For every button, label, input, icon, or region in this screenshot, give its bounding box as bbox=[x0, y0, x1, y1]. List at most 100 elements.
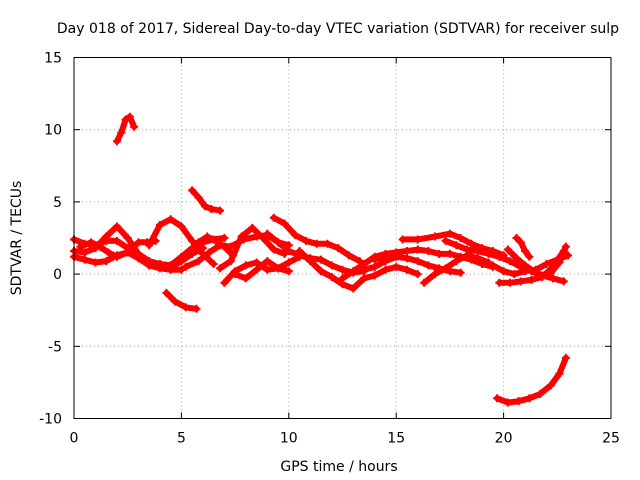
data-point bbox=[503, 245, 512, 254]
data-point bbox=[248, 223, 257, 232]
data-point bbox=[445, 229, 454, 238]
data-point bbox=[392, 262, 401, 271]
data-point bbox=[284, 246, 293, 255]
data-point bbox=[134, 254, 143, 263]
data-point bbox=[274, 264, 283, 273]
data-point bbox=[112, 236, 121, 245]
data-point bbox=[216, 241, 225, 250]
data-point bbox=[112, 137, 121, 146]
data-point bbox=[398, 235, 407, 244]
y-tick-label: -5 bbox=[48, 339, 62, 355]
series-line bbox=[189, 187, 224, 214]
data-point bbox=[170, 297, 179, 306]
grid bbox=[74, 57, 611, 419]
data-point bbox=[516, 277, 525, 286]
chart-title: Day 018 of 2017, Sidereal Day-to-day VTE… bbox=[57, 21, 619, 37]
y-tick-label: 10 bbox=[44, 123, 62, 139]
data-point bbox=[130, 122, 139, 131]
data-point bbox=[323, 239, 332, 248]
y-tick-label: -10 bbox=[39, 412, 62, 428]
data-point bbox=[155, 221, 164, 230]
axis-ticks bbox=[73, 57, 612, 419]
data-point bbox=[512, 234, 521, 242]
data-point bbox=[102, 257, 111, 266]
data-point bbox=[338, 265, 347, 274]
data-point bbox=[334, 244, 343, 253]
data-point bbox=[269, 213, 278, 222]
data-point bbox=[506, 257, 515, 266]
data-point bbox=[295, 246, 304, 255]
data-point bbox=[76, 242, 85, 251]
data-point bbox=[430, 270, 439, 279]
data-point bbox=[194, 257, 203, 266]
data-point bbox=[194, 193, 203, 202]
data-point bbox=[488, 261, 497, 270]
data-point bbox=[424, 261, 433, 270]
data-point bbox=[102, 232, 111, 241]
data-point bbox=[203, 232, 212, 241]
data-point bbox=[155, 262, 164, 271]
series-line bbox=[504, 243, 569, 279]
data-point bbox=[370, 262, 379, 271]
data-point bbox=[220, 278, 229, 287]
data-point bbox=[220, 234, 229, 242]
data-point bbox=[555, 369, 564, 378]
data-point bbox=[327, 272, 336, 281]
data-point bbox=[473, 246, 482, 255]
data-point bbox=[237, 232, 246, 241]
data-point bbox=[104, 248, 113, 257]
x-tick-label: 15 bbox=[387, 431, 405, 447]
y-tick-label: 0 bbox=[53, 267, 62, 283]
data-point bbox=[80, 255, 89, 264]
series-arc-5 bbox=[112, 112, 139, 146]
data-point bbox=[327, 261, 336, 270]
data-point bbox=[413, 245, 422, 254]
data-point bbox=[441, 264, 450, 273]
data-point bbox=[349, 284, 358, 293]
data-point bbox=[525, 394, 534, 403]
data-point bbox=[145, 241, 154, 250]
data-point bbox=[188, 186, 197, 195]
data-point bbox=[173, 259, 182, 268]
y-tick-label: 15 bbox=[44, 51, 62, 67]
data-point bbox=[516, 238, 525, 247]
series-arc-26 bbox=[512, 234, 534, 261]
data-point bbox=[134, 238, 143, 247]
series-arc-16 bbox=[295, 246, 422, 293]
data-point bbox=[463, 245, 472, 254]
x-tick-label: 0 bbox=[70, 431, 79, 447]
data-point bbox=[392, 248, 401, 257]
data-point bbox=[252, 258, 261, 267]
data-point bbox=[338, 274, 347, 283]
data-point bbox=[538, 271, 547, 280]
data-point bbox=[495, 252, 504, 261]
data-point bbox=[317, 255, 326, 264]
data-point bbox=[123, 234, 132, 242]
data-point bbox=[192, 304, 201, 313]
data-point bbox=[359, 274, 368, 283]
data-point bbox=[269, 245, 278, 254]
plot-area bbox=[70, 112, 573, 407]
y-axis-label: SDTVAR / TECUs bbox=[9, 181, 25, 296]
y-tick-labels: -10 -5 0 5 10 15 bbox=[39, 51, 62, 428]
data-point bbox=[402, 265, 411, 274]
data-point bbox=[145, 261, 154, 270]
x-axis-label: GPS time / hours bbox=[280, 459, 397, 475]
data-point bbox=[445, 249, 454, 258]
data-point bbox=[181, 303, 190, 312]
data-point bbox=[467, 239, 476, 248]
data-point bbox=[226, 242, 235, 251]
data-point bbox=[123, 248, 132, 257]
data-point bbox=[536, 389, 545, 398]
data-point bbox=[95, 242, 104, 251]
data-point bbox=[125, 112, 134, 121]
data-point bbox=[301, 236, 310, 245]
data-point bbox=[452, 257, 461, 266]
x-tick-label: 5 bbox=[177, 431, 186, 447]
data-point bbox=[80, 248, 89, 257]
series-arc-27 bbox=[493, 353, 570, 407]
data-point bbox=[381, 265, 390, 274]
data-point bbox=[263, 257, 272, 266]
data-point bbox=[344, 251, 353, 260]
